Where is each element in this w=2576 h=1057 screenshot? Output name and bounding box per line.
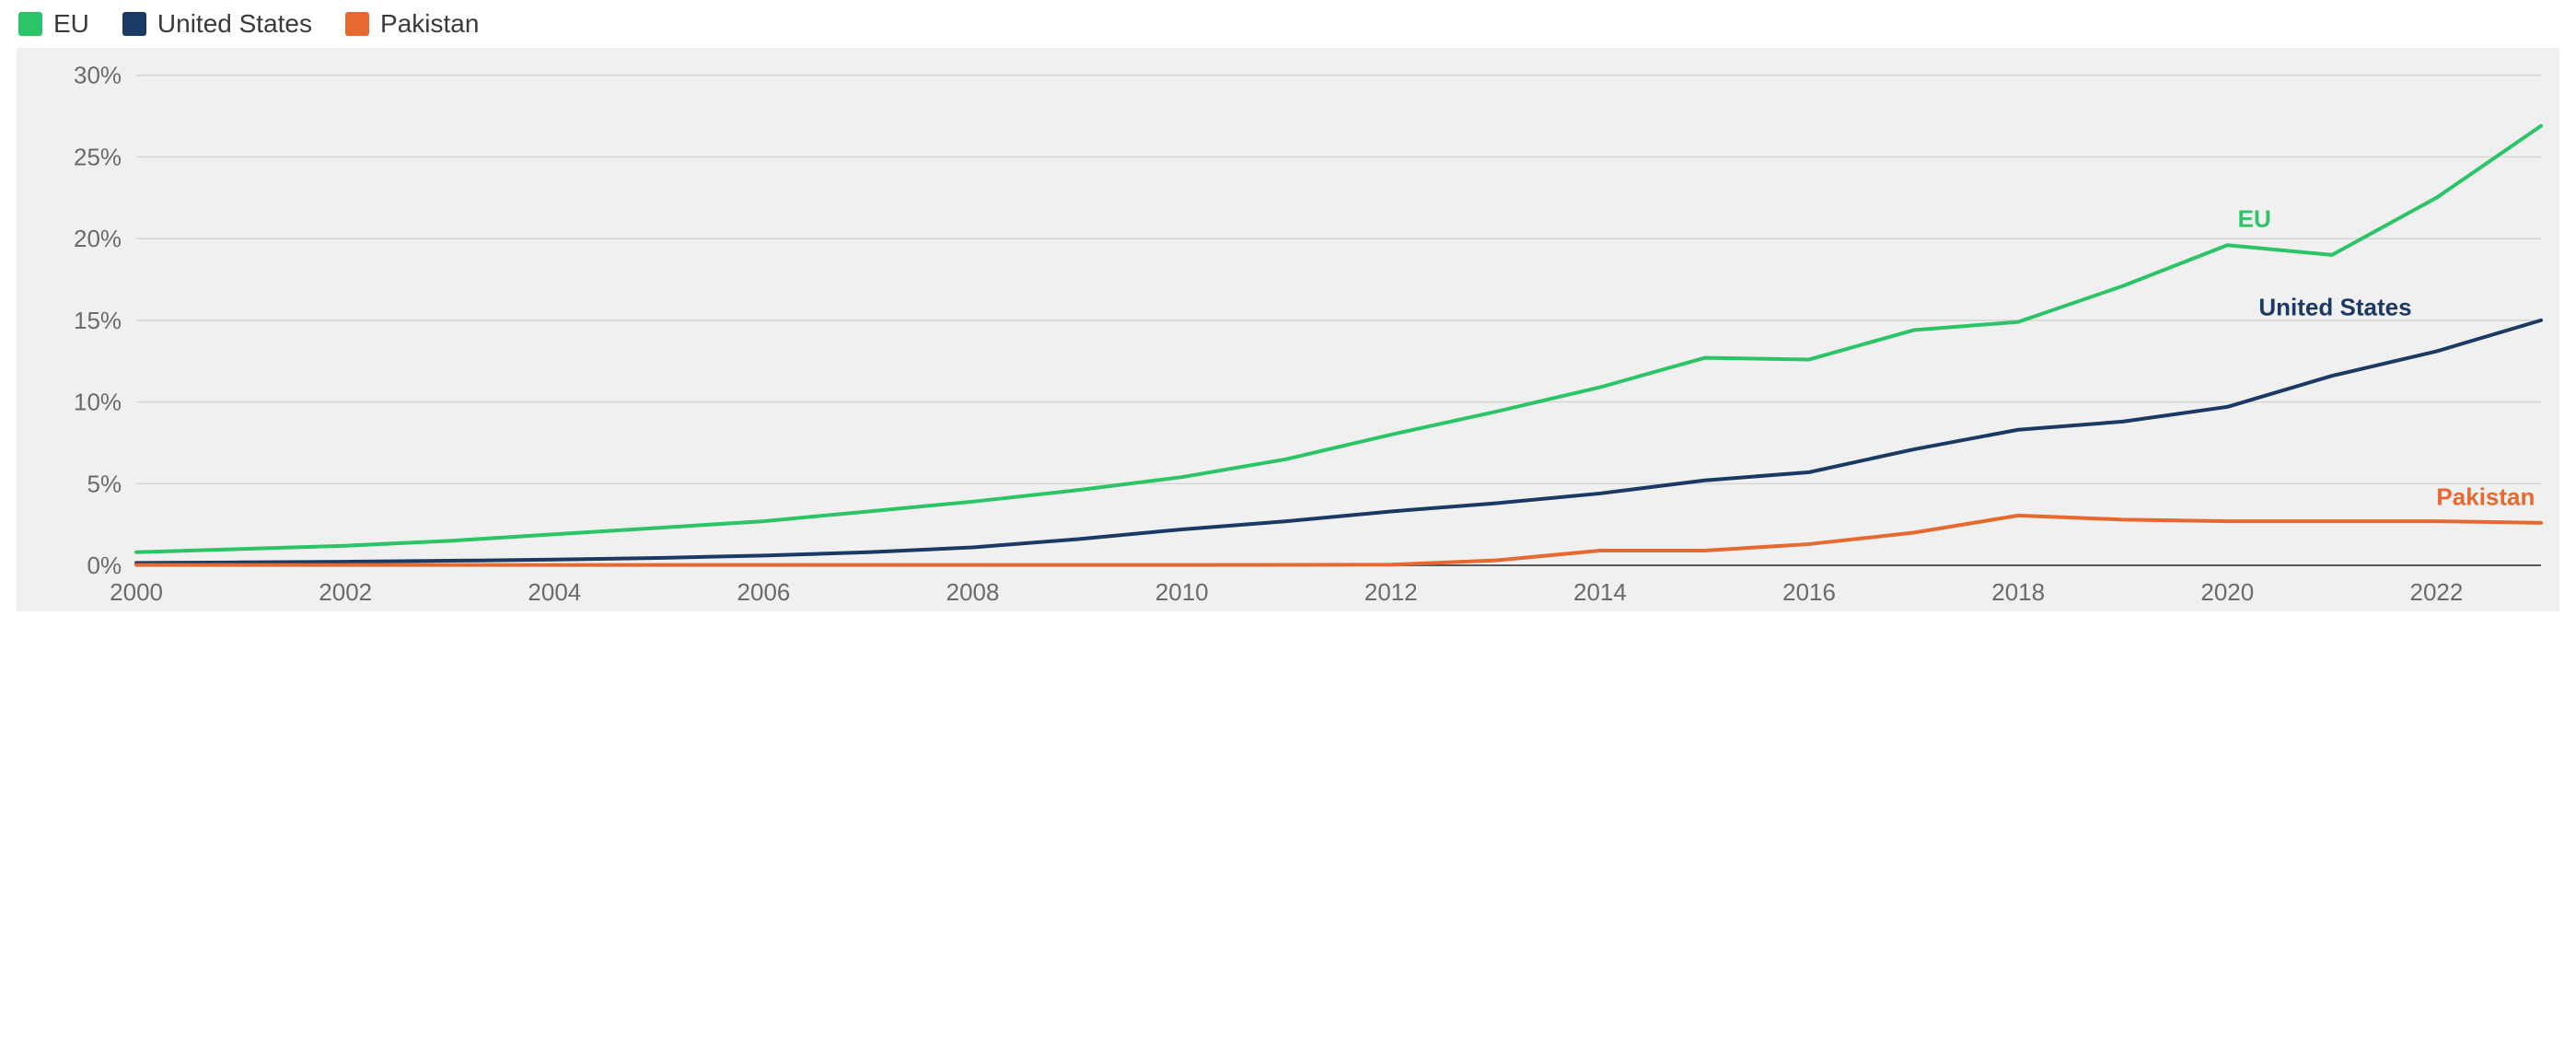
svg-text:2008: 2008 xyxy=(946,578,1000,606)
svg-text:2010: 2010 xyxy=(1155,578,1209,606)
svg-text:2020: 2020 xyxy=(2200,578,2254,606)
legend-item-usa: United States xyxy=(122,9,312,39)
svg-text:2004: 2004 xyxy=(528,578,581,606)
line-chart: 0% 5% 10% 15% 20% 25% 30% 2000 2002 2004 2006 2008 2… xyxy=(17,48,2559,611)
legend-item-eu: EU xyxy=(18,9,89,39)
svg-text:2014: 2014 xyxy=(1573,578,1627,606)
svg-text:15%: 15% xyxy=(74,307,122,334)
legend-label-eu: EU xyxy=(53,9,89,39)
legend-swatch-usa xyxy=(122,12,146,36)
svg-text:2000: 2000 xyxy=(110,578,163,606)
series-label-pakistan: Pakistan xyxy=(2436,482,2535,510)
svg-text:20%: 20% xyxy=(74,225,122,252)
svg-text:2022: 2022 xyxy=(2409,578,2463,606)
series-label-eu: EU xyxy=(2238,205,2271,233)
svg-text:5%: 5% xyxy=(87,470,122,497)
legend-item-pakistan: Pakistan xyxy=(345,9,479,39)
legend-label-pakistan: Pakistan xyxy=(380,9,479,39)
svg-text:0%: 0% xyxy=(87,552,122,579)
svg-text:2012: 2012 xyxy=(1364,578,1418,606)
chart-container: EU United States Pakistan 0% 5% 10% 15% 20% 2… xyxy=(0,0,2576,628)
svg-text:30%: 30% xyxy=(74,62,122,89)
legend-swatch-pakistan xyxy=(345,12,369,36)
svg-text:10%: 10% xyxy=(74,389,122,416)
svg-text:2018: 2018 xyxy=(1991,578,2045,606)
svg-text:2016: 2016 xyxy=(1782,578,1836,606)
legend-label-usa: United States xyxy=(157,9,312,39)
svg-text:2002: 2002 xyxy=(319,578,372,606)
series-label-usa: United States xyxy=(2258,294,2411,321)
svg-text:25%: 25% xyxy=(74,143,122,170)
legend: EU United States Pakistan xyxy=(17,9,2559,39)
legend-swatch-eu xyxy=(18,12,42,36)
svg-text:2006: 2006 xyxy=(737,578,791,606)
